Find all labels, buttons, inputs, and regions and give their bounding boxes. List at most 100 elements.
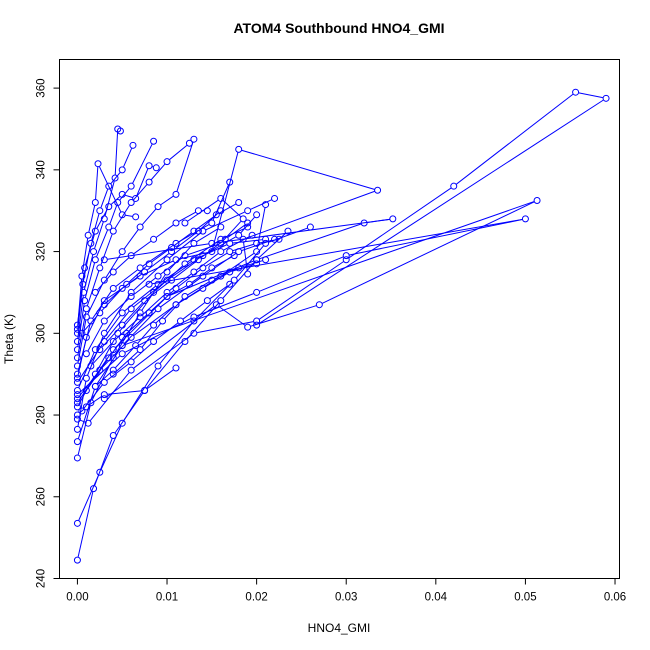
data-point (91, 256, 99, 264)
series-segment (178, 289, 201, 304)
data-point (73, 403, 81, 411)
data-point (73, 556, 81, 564)
series-segment (349, 219, 523, 256)
data-point (105, 182, 113, 190)
data-point (109, 346, 117, 354)
series-segment (106, 334, 192, 398)
data-point (73, 425, 81, 433)
series-segment (200, 212, 219, 230)
data-point (154, 362, 162, 370)
series-segment (256, 207, 266, 249)
data-point (91, 227, 99, 235)
series-segment (259, 256, 344, 292)
series-12 (73, 135, 198, 370)
series-segment (124, 314, 147, 336)
x-axis-label: HNO4_GMI (308, 621, 371, 635)
series-segment (250, 199, 272, 210)
x-tick-label: 0.03 (335, 592, 357, 604)
series-segment (141, 274, 166, 311)
data-point (73, 387, 81, 395)
data-point (235, 145, 243, 153)
series-segment (83, 384, 103, 409)
data-point (152, 164, 160, 172)
series-segment (173, 261, 197, 279)
data-point (244, 323, 252, 331)
data-point (94, 160, 102, 168)
series-segment (124, 302, 143, 324)
data-point (109, 284, 117, 292)
series-segment (209, 285, 228, 300)
series-segment (114, 205, 130, 229)
series-segment (100, 426, 122, 470)
series-segment (123, 229, 139, 250)
series-segment (187, 240, 219, 263)
data-point (105, 354, 113, 362)
data-point (190, 135, 198, 143)
data-point (145, 178, 153, 186)
data-point (73, 329, 81, 337)
data-point (271, 235, 279, 243)
data-point (145, 280, 153, 288)
series-segment (77, 405, 91, 455)
data-point (185, 139, 193, 147)
y-tick-label: 340 (36, 160, 48, 179)
data-point (127, 288, 135, 296)
series-segment (115, 257, 130, 271)
series-segment (178, 211, 196, 222)
series-segment (125, 214, 133, 217)
series-segment (133, 281, 165, 308)
data-point (150, 337, 158, 345)
series-segment (187, 281, 210, 296)
data-point (150, 288, 158, 296)
series-segment (218, 306, 246, 326)
series-segment (124, 273, 143, 287)
data-point (284, 227, 292, 235)
data-point (100, 317, 108, 325)
data-point (244, 270, 252, 278)
series-segment (169, 144, 188, 160)
series-segment (78, 352, 112, 401)
data-point (123, 280, 131, 288)
data-point (306, 223, 314, 231)
series-segment (105, 254, 121, 278)
series-5 (73, 194, 279, 433)
series-segment (142, 244, 174, 267)
series-segment (146, 281, 170, 300)
data-point (208, 276, 216, 284)
series-segment (109, 205, 118, 225)
series-segment (240, 216, 255, 234)
series-27 (78, 280, 234, 415)
x-tick-label: 0.02 (245, 592, 267, 604)
series-segment (106, 286, 125, 303)
data-point (105, 203, 113, 211)
data-point (136, 264, 144, 272)
data-point (82, 305, 90, 313)
series-segment (205, 273, 228, 288)
data-point (239, 215, 247, 223)
data-point (360, 219, 368, 227)
series-segment (222, 200, 242, 218)
series-segment (110, 172, 121, 184)
series-segment (169, 232, 201, 259)
data-point (136, 313, 144, 321)
y-axis-label: Theta (K) (2, 314, 16, 364)
data-point (118, 419, 126, 427)
data-point (96, 264, 104, 272)
data-point (190, 227, 198, 235)
data-point (118, 166, 126, 174)
data-point (82, 387, 90, 395)
series-segment (322, 201, 535, 304)
series-segment (94, 221, 104, 249)
data-point (217, 248, 225, 256)
data-point (111, 174, 119, 182)
series-segment (132, 184, 148, 201)
data-point (118, 321, 126, 329)
data-point (253, 211, 261, 219)
x-axis-ticks: 0.00 0.01 0.02 0.03 0.04 0.05 0.06 (66, 578, 626, 604)
data-point (100, 276, 108, 284)
data-point (145, 162, 153, 170)
data-point (100, 301, 108, 309)
data-point (87, 362, 95, 370)
data-point (129, 141, 137, 149)
data-point (96, 366, 104, 374)
